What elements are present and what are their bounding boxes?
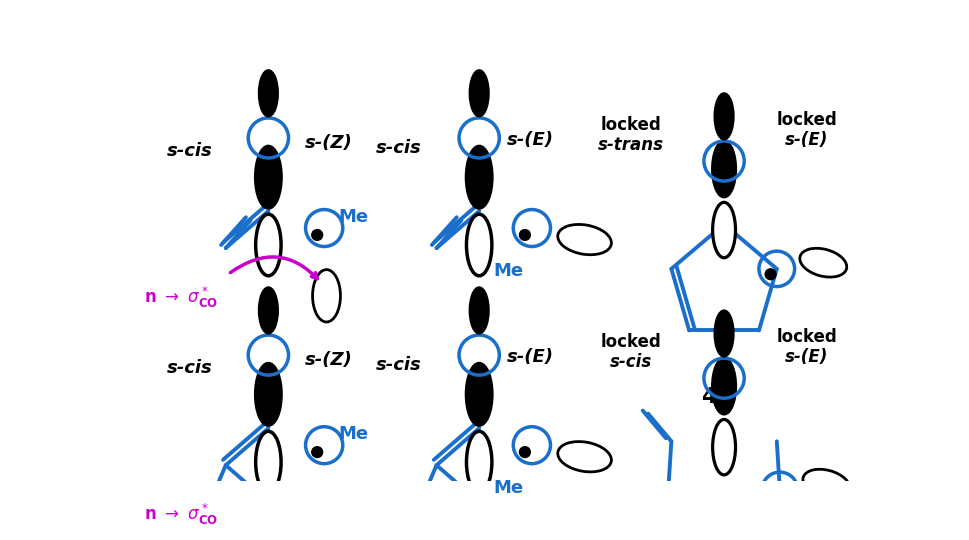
Text: s-cis: s-cis — [376, 139, 422, 157]
Ellipse shape — [712, 420, 735, 475]
Text: locked: locked — [776, 111, 837, 129]
Ellipse shape — [803, 469, 850, 498]
Circle shape — [519, 230, 530, 240]
Ellipse shape — [712, 359, 735, 414]
Text: s-cis: s-cis — [167, 359, 212, 377]
Ellipse shape — [558, 442, 611, 472]
Circle shape — [312, 230, 323, 240]
Ellipse shape — [470, 287, 488, 334]
Ellipse shape — [466, 146, 492, 208]
Text: s-(Z): s-(Z) — [305, 134, 353, 152]
Ellipse shape — [714, 310, 734, 356]
Ellipse shape — [256, 431, 281, 493]
Ellipse shape — [256, 363, 281, 425]
Ellipse shape — [259, 70, 278, 117]
Text: s-(E): s-(E) — [507, 348, 554, 367]
Text: Me: Me — [493, 262, 523, 280]
Ellipse shape — [256, 146, 281, 208]
Text: locked: locked — [776, 328, 837, 346]
Ellipse shape — [313, 487, 340, 539]
Text: Me: Me — [493, 480, 523, 497]
Circle shape — [766, 269, 776, 280]
Ellipse shape — [714, 93, 734, 139]
Text: 4a: 4a — [702, 387, 732, 408]
Ellipse shape — [558, 225, 611, 255]
Ellipse shape — [712, 202, 735, 258]
Ellipse shape — [313, 269, 340, 322]
Text: locked: locked — [601, 333, 662, 351]
Text: s-trans: s-trans — [598, 136, 664, 154]
Text: s-cis: s-cis — [376, 356, 422, 374]
Text: Me: Me — [338, 426, 368, 443]
Circle shape — [519, 447, 530, 457]
Text: Me: Me — [338, 208, 368, 226]
Text: s-(E): s-(E) — [507, 131, 554, 149]
Ellipse shape — [712, 141, 735, 197]
Ellipse shape — [799, 248, 847, 277]
Ellipse shape — [466, 431, 492, 493]
Ellipse shape — [470, 70, 488, 117]
Ellipse shape — [259, 287, 278, 334]
Ellipse shape — [466, 363, 492, 425]
Text: s-(Z): s-(Z) — [305, 352, 353, 369]
Text: s-cis: s-cis — [610, 353, 652, 371]
Text: locked: locked — [601, 116, 662, 134]
Text: s-cis: s-cis — [167, 142, 212, 160]
Ellipse shape — [256, 214, 281, 276]
Text: s-(E): s-(E) — [785, 348, 828, 367]
Text: n $\rightarrow$ $\sigma^*_{\mathregular{CO}}$: n $\rightarrow$ $\sigma^*_{\mathregular{… — [144, 285, 219, 310]
Text: n $\rightarrow$ $\sigma^*_{\mathregular{CO}}$: n $\rightarrow$ $\sigma^*_{\mathregular{… — [144, 502, 219, 527]
Circle shape — [312, 447, 323, 457]
Circle shape — [768, 490, 779, 501]
Text: s-(E): s-(E) — [785, 131, 828, 149]
Ellipse shape — [466, 214, 492, 276]
